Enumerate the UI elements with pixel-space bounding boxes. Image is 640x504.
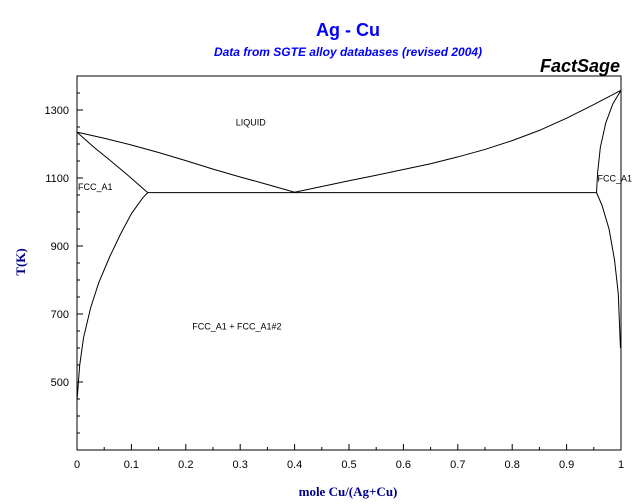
chart-title: Ag - Cu — [316, 20, 380, 40]
phase-boundary-line — [76, 131, 149, 193]
plot-frame — [76, 75, 622, 451]
x-tick-label: 0.4 — [287, 459, 302, 471]
x-tick-label: 0.3 — [233, 459, 248, 471]
y-tick-label: 700 — [51, 309, 69, 321]
x-axis-ticks: 0 0.1 0.2 0.3 0.4 0.5 0.6 0.7 0.8 0.9 1 — [74, 444, 624, 471]
phase-boundary-line — [596, 192, 621, 349]
phase-boundary-line — [76, 131, 295, 193]
factsage-logo: FactSage — [540, 56, 620, 76]
phase-boundary-line — [596, 90, 622, 193]
region-labels: LIQUID FCC_A1 FCC_A1 FCC_A1 + FCC_A1#2 — [78, 117, 632, 331]
y-tick-label: 500 — [51, 377, 69, 389]
y-axis-ticks: 500 700 900 1100 1300 — [45, 92, 83, 434]
x-tick-label: 0 — [74, 459, 80, 471]
x-tick-label: 0.9 — [559, 459, 574, 471]
region-label: FCC_A1 — [78, 182, 113, 192]
x-tick-label: 0.5 — [341, 459, 356, 471]
y-tick-label: 1300 — [45, 105, 69, 117]
x-axis-label: mole Cu/(Ag+Cu) — [299, 484, 398, 499]
x-tick-label: 0.2 — [178, 459, 193, 471]
y-axis-label: T(K) — [13, 248, 28, 275]
phase-boundaries — [76, 89, 622, 401]
chart-subtitle: Data from SGTE alloy databases (revised … — [214, 45, 482, 59]
phase-boundary-line — [76, 192, 149, 401]
x-tick-label: 0.6 — [396, 459, 411, 471]
y-tick-label: 900 — [51, 241, 69, 253]
x-tick-label: 0.8 — [505, 459, 520, 471]
x-tick-label: 0.7 — [450, 459, 465, 471]
region-label: FCC_A1 — [598, 173, 633, 183]
region-label: FCC_A1 + FCC_A1#2 — [192, 321, 281, 331]
phase-boundary-line — [294, 89, 622, 193]
region-label: LIQUID — [236, 117, 267, 127]
y-tick-label: 1100 — [45, 173, 69, 185]
x-tick-label: 1 — [618, 459, 624, 471]
x-tick-label: 0.1 — [124, 459, 139, 471]
